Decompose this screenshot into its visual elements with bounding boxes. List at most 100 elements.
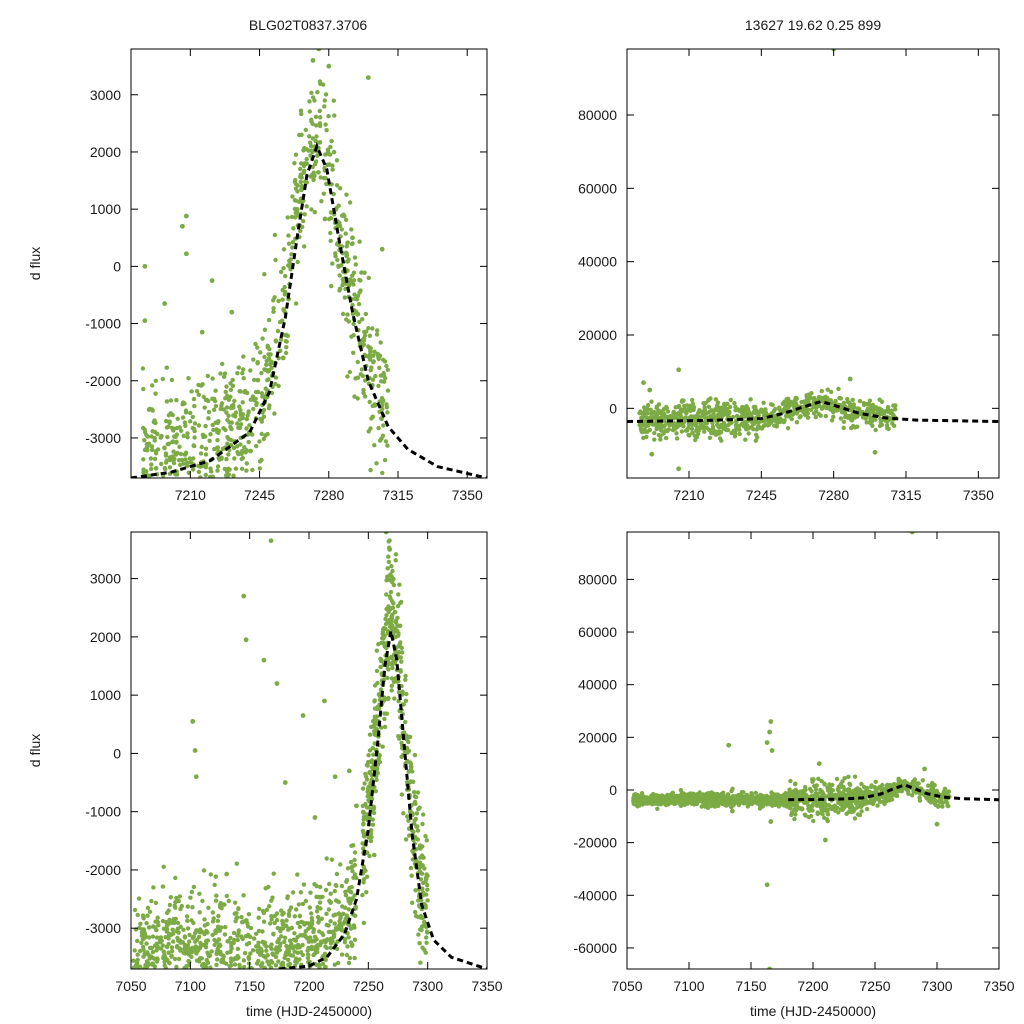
- data-point: [344, 244, 349, 249]
- data-point: [318, 115, 323, 120]
- data-point: [321, 191, 326, 196]
- data-point: [203, 423, 208, 429]
- data-point: [306, 926, 311, 931]
- data-point: [664, 405, 669, 411]
- data-point: [198, 451, 204, 456]
- data-point: [192, 421, 198, 426]
- data-point: [367, 399, 372, 405]
- data-point: [280, 926, 286, 931]
- data-point: [196, 469, 202, 475]
- data-point: [251, 406, 256, 412]
- data-point: [241, 919, 246, 924]
- data-point: [209, 475, 214, 478]
- data-point: [276, 383, 281, 389]
- data-point: [366, 429, 371, 434]
- data-point: [309, 911, 314, 916]
- data-point: [221, 953, 226, 958]
- data-point: [857, 398, 863, 404]
- data-point: [290, 240, 296, 245]
- data-point: [768, 819, 774, 824]
- data-point: [345, 312, 350, 317]
- data-point: [229, 946, 234, 951]
- data-point: [326, 114, 331, 119]
- data-point: [418, 915, 423, 920]
- data-point: [299, 111, 304, 117]
- data-point: [715, 407, 720, 412]
- data-point: [419, 898, 424, 903]
- data-point: [741, 405, 747, 410]
- data-point: [193, 930, 198, 936]
- data-point: [311, 170, 316, 175]
- data-point: [685, 403, 690, 408]
- data-point: [847, 781, 852, 786]
- data-point: [166, 413, 172, 418]
- data-point: [681, 794, 686, 800]
- data-point: [191, 934, 196, 939]
- data-point: [844, 799, 849, 804]
- data-point: [337, 223, 343, 228]
- data-point: [257, 439, 262, 444]
- data-point: [219, 456, 224, 461]
- data-point: [729, 430, 734, 436]
- data-point: [917, 798, 923, 803]
- data-point: [793, 782, 798, 787]
- data-point: [171, 931, 176, 936]
- data-point: [263, 386, 268, 391]
- data-point: [767, 966, 772, 969]
- data-point: [374, 726, 379, 731]
- data-point: [878, 416, 883, 422]
- data-point: [849, 403, 854, 408]
- data-point: [285, 215, 290, 220]
- data-point: [366, 805, 371, 810]
- data-point: [864, 806, 870, 812]
- data-point: [329, 138, 334, 144]
- data-point: [816, 761, 822, 767]
- data-point: [366, 344, 371, 349]
- data-point: [164, 944, 169, 949]
- data-point: [164, 458, 169, 463]
- data-point: [339, 883, 345, 889]
- data-point: [679, 429, 685, 434]
- data-point: [331, 98, 336, 103]
- data-point: [647, 387, 653, 393]
- data-point: [364, 874, 370, 879]
- data-point: [295, 207, 300, 212]
- data-point: [927, 799, 932, 804]
- data-point: [665, 409, 671, 414]
- data-point: [940, 804, 945, 809]
- data-point: [340, 282, 345, 288]
- data-point: [361, 338, 367, 343]
- data-point: [644, 415, 649, 420]
- data-point: [806, 815, 812, 820]
- y-tick-label: -1000: [85, 804, 121, 820]
- data-point: [248, 449, 253, 454]
- data-point: [766, 797, 771, 802]
- data-point: [874, 794, 879, 799]
- data-point: [385, 388, 391, 393]
- data-point: [691, 414, 697, 419]
- data-point: [795, 792, 800, 797]
- data-point: [300, 901, 306, 907]
- data-point: [188, 419, 193, 424]
- data-point: [229, 403, 234, 409]
- data-point: [184, 914, 190, 919]
- data-point: [381, 398, 386, 403]
- data-point: [147, 909, 153, 914]
- data-point: [135, 952, 140, 957]
- data-point: [790, 402, 795, 407]
- data-point: [191, 884, 197, 890]
- data-point: [150, 949, 156, 955]
- data-point: [178, 428, 184, 433]
- data-point: [226, 898, 231, 904]
- data-point: [739, 413, 745, 419]
- x-tick-label: 7050: [611, 978, 642, 994]
- data-point: [906, 791, 911, 796]
- panel-top-left: 7210 7245 7280 7315 7350-3000-2000-100001000…: [27, 48, 488, 503]
- data-point: [217, 928, 222, 933]
- data-point: [142, 427, 147, 432]
- data-point: [374, 777, 379, 783]
- data-point: [265, 343, 270, 348]
- data-point: [665, 414, 670, 420]
- data-point: [390, 605, 396, 610]
- data-point: [833, 398, 838, 404]
